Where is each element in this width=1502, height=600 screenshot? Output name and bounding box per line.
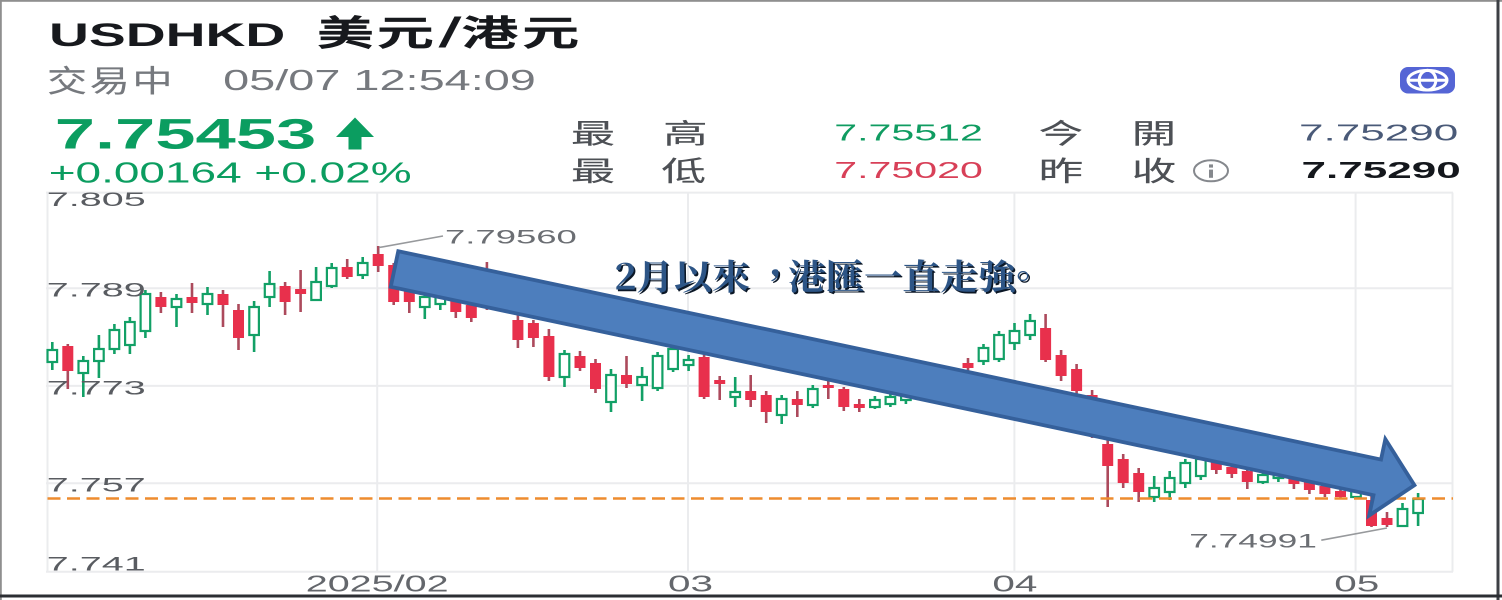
svg-text:2025/02: 2025/02 bbox=[306, 571, 449, 597]
svg-text:7.741: 7.741 bbox=[47, 553, 146, 574]
svg-text:05/07 12:54:09: 05/07 12:54:09 bbox=[223, 65, 536, 97]
svg-text:7.75512: 7.75512 bbox=[834, 120, 983, 146]
svg-text:7.757: 7.757 bbox=[47, 474, 146, 495]
svg-text:+0.00164 +0.02%: +0.00164 +0.02% bbox=[49, 157, 412, 189]
svg-text:7.75453: 7.75453 bbox=[55, 110, 317, 158]
svg-text:7.789: 7.789 bbox=[47, 279, 146, 300]
svg-text:7.75020: 7.75020 bbox=[834, 158, 983, 184]
svg-text:03: 03 bbox=[668, 571, 713, 597]
svg-text:7.75290: 7.75290 bbox=[1302, 158, 1461, 184]
svg-text:04: 04 bbox=[992, 571, 1037, 597]
svg-text:7.74991: 7.74991 bbox=[1189, 531, 1317, 552]
svg-text:05: 05 bbox=[1334, 571, 1379, 597]
svg-text:7.773: 7.773 bbox=[47, 377, 146, 398]
svg-text:7.79560: 7.79560 bbox=[445, 227, 577, 248]
svg-text:USDHKD: USDHKD bbox=[49, 17, 285, 53]
svg-text:7.805: 7.805 bbox=[47, 189, 146, 210]
svg-text:7.75290: 7.75290 bbox=[1299, 120, 1458, 146]
